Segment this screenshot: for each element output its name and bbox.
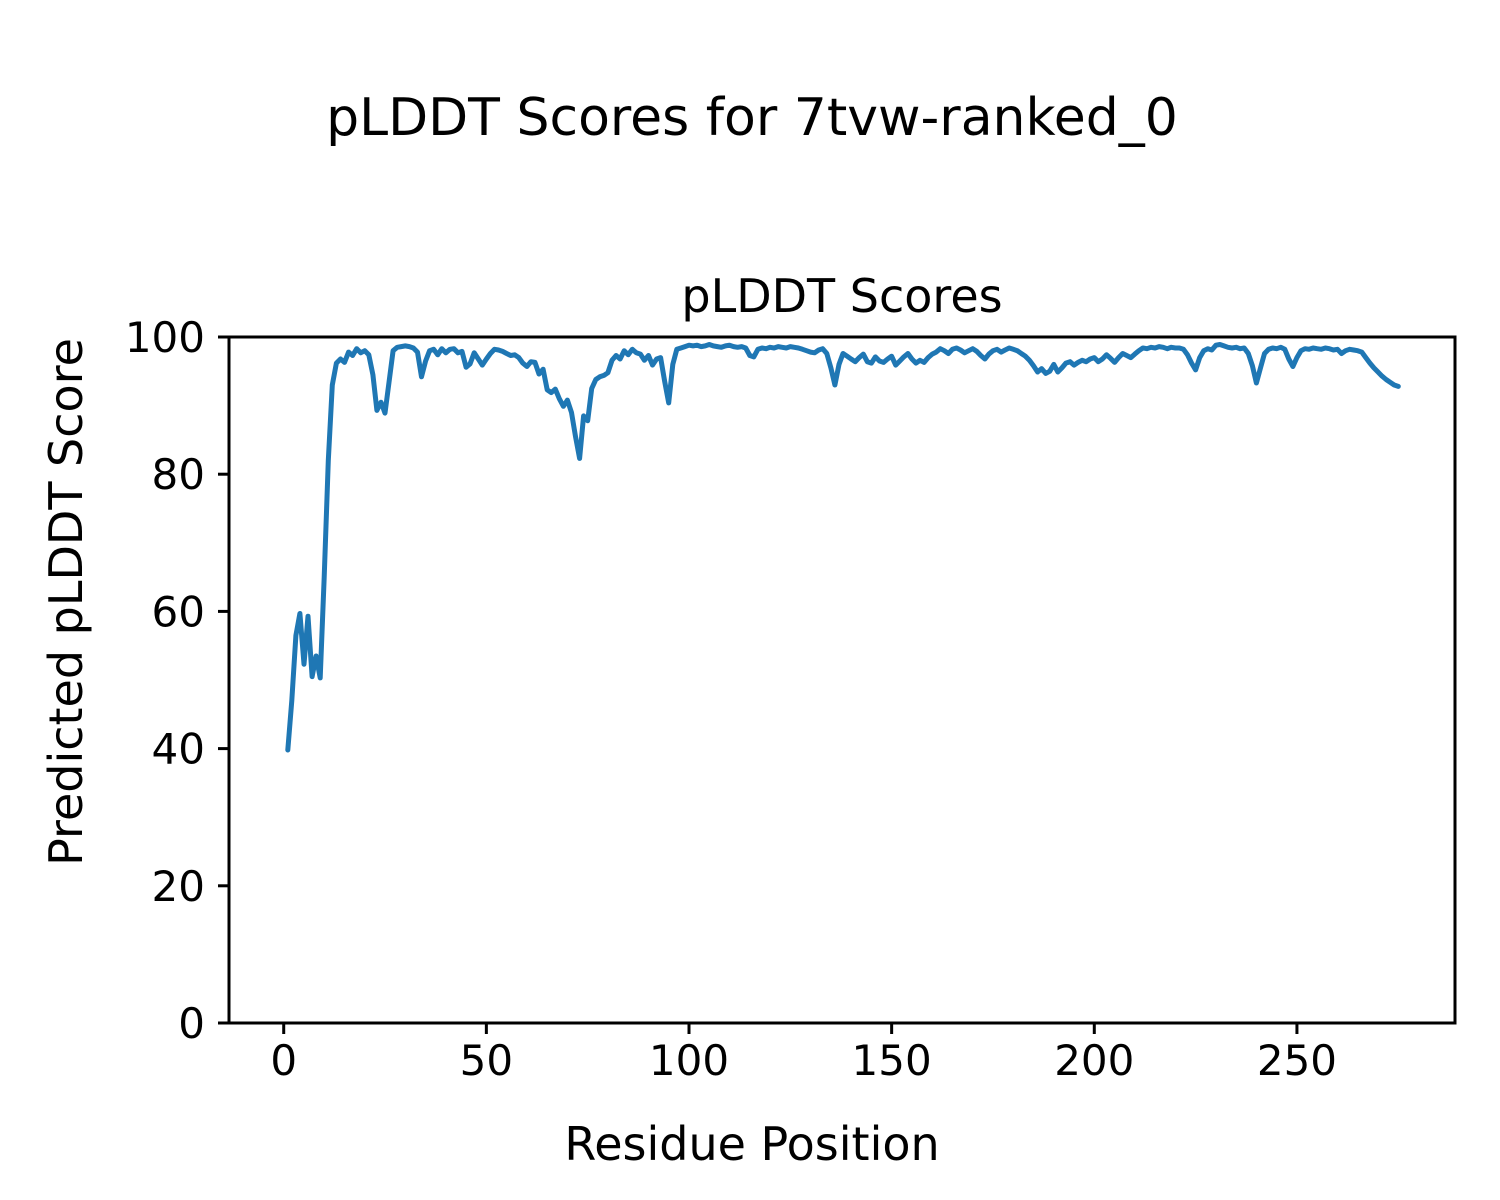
x-tick-label: 0 <box>270 1036 297 1085</box>
plot-area <box>227 335 1457 1025</box>
x-tick-label: 250 <box>1257 1036 1337 1085</box>
y-tick-label: 60 <box>152 587 205 636</box>
x-tick-label: 200 <box>1054 1036 1134 1085</box>
y-tick-label: 0 <box>178 999 205 1048</box>
y-tick-label: 20 <box>152 862 205 911</box>
x-axis-ticks: 0 50 100 150 200 250 <box>270 1023 1337 1085</box>
x-tick-label: 50 <box>460 1036 513 1085</box>
x-tick-label: 150 <box>852 1036 932 1085</box>
y-tick-label: 80 <box>152 450 205 499</box>
y-tick-label: 100 <box>125 313 205 362</box>
x-tick-label: 100 <box>649 1036 729 1085</box>
y-axis-ticks: 0 20 40 60 80 100 <box>125 313 229 1048</box>
plddt-line <box>285 342 1401 753</box>
figure-title: pLDDT Scores for 7tvw-ranked_0 <box>326 88 1178 148</box>
y-axis-label: Predicted pLDDT Score <box>39 338 93 866</box>
x-axis-label: Residue Position <box>564 1117 939 1171</box>
axes-title: pLDDT Scores <box>681 269 1002 323</box>
y-tick-label: 40 <box>152 725 205 774</box>
